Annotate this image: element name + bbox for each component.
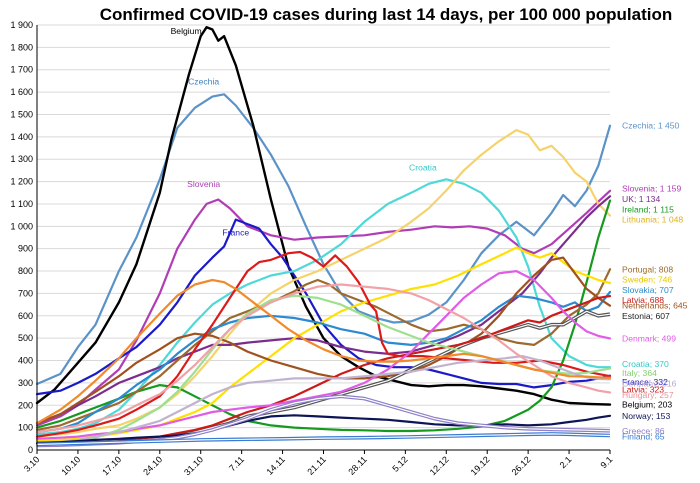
series-line-belgium — [35, 26, 612, 406]
end-series-label: Czechia; 1 450 — [622, 121, 680, 131]
end-series-label: Norway; 153 — [622, 411, 670, 421]
end-series-label: Denmark; 499 — [622, 333, 676, 343]
y-tick-label: 0 — [28, 445, 33, 455]
end-series-label: Slovenia; 1 159 — [622, 184, 681, 194]
y-tick-label: 1 900 — [10, 20, 33, 30]
series-line-uk — [35, 195, 612, 425]
inline-series-label: Czechia — [188, 76, 219, 86]
y-tick-label: 500 — [18, 333, 33, 343]
y-tick-label: 1 100 — [10, 199, 33, 209]
end-series-label: Hungary; 257 — [622, 390, 674, 400]
y-tick-label: 1 500 — [10, 109, 33, 119]
end-series-label: Slovakia; 707 — [622, 285, 674, 295]
series-line-finland-inner — [36, 433, 611, 445]
end-series-label: Netherlands; 645 — [622, 301, 688, 311]
end-series-label: Sweden; 746 — [622, 275, 672, 285]
series-line-hungary — [35, 283, 612, 434]
inline-labels: Belgium Czechia Slovenia France Croatia — [171, 26, 437, 237]
series-line-denmark — [35, 270, 612, 440]
series-line-austria — [35, 250, 612, 438]
series-line-germany — [35, 355, 612, 445]
y-tick-label: 300 — [18, 378, 33, 388]
end-series-label: Lithuania; 1 048 — [622, 215, 683, 225]
y-tick-label: 1 000 — [10, 221, 33, 231]
end-series-label: Croatia; 370 — [622, 359, 669, 369]
y-tick-label: 1 300 — [10, 154, 33, 164]
y-tick-label: 400 — [18, 356, 33, 366]
end-series-label: Belgium; 203 — [622, 400, 672, 410]
y-tick-label: 1 200 — [10, 177, 33, 187]
series-line-norway — [35, 414, 612, 445]
y-tick-label: 200 — [18, 400, 33, 410]
y-tick-label: 800 — [18, 266, 33, 276]
series-line-france — [35, 218, 612, 396]
y-tick-label: 600 — [18, 311, 33, 321]
inline-series-label: France — [222, 227, 249, 237]
series-line-slovakia — [35, 290, 612, 434]
end-series-label: Germany; 316 — [622, 378, 677, 388]
series-line-lithuania — [35, 129, 612, 438]
end-series-label: France; 332 — [622, 377, 668, 387]
end-series-label: Finland; 65 — [622, 432, 665, 442]
y-tick-label: 900 — [18, 244, 33, 254]
end-series-label: Ireland; 1 115 — [622, 204, 674, 214]
end-series-label: Latvia; 688 — [622, 295, 664, 305]
y-axis-ticks: 0 100 200 300 400 500 600 700 800 900 1 000 1 100 1 … — [10, 20, 33, 455]
inline-series-label: Belgium — [171, 26, 202, 36]
series-lines — [35, 26, 612, 448]
end-series-label: UK; 1 134 — [622, 194, 660, 204]
inline-series-label: Slovenia — [187, 179, 220, 189]
y-tick-label: 700 — [18, 288, 33, 298]
end-series-label: Latvia; 323 — [622, 385, 664, 395]
series-line-poland — [35, 278, 612, 425]
end-series-label: Italy; 364 — [622, 368, 657, 378]
series-line-croatia — [35, 178, 612, 436]
end-series-label: Greece; 86 — [622, 426, 665, 436]
inline-series-label: Croatia — [409, 162, 437, 172]
y-tick-label: 1 700 — [10, 65, 33, 75]
y-tick-label: 1 400 — [10, 132, 33, 142]
chart-title: Confirmed COVID-19 cases during last 14 … — [100, 5, 673, 24]
end-series-label: Estonia; 607 — [622, 311, 670, 321]
y-tick-label: 100 — [18, 423, 33, 433]
series-line-portugal — [35, 268, 612, 431]
end-series-label: Portugal; 808 — [622, 264, 673, 274]
y-tick-label: 1 600 — [10, 87, 33, 97]
y-tick-label: 1 800 — [10, 42, 33, 52]
